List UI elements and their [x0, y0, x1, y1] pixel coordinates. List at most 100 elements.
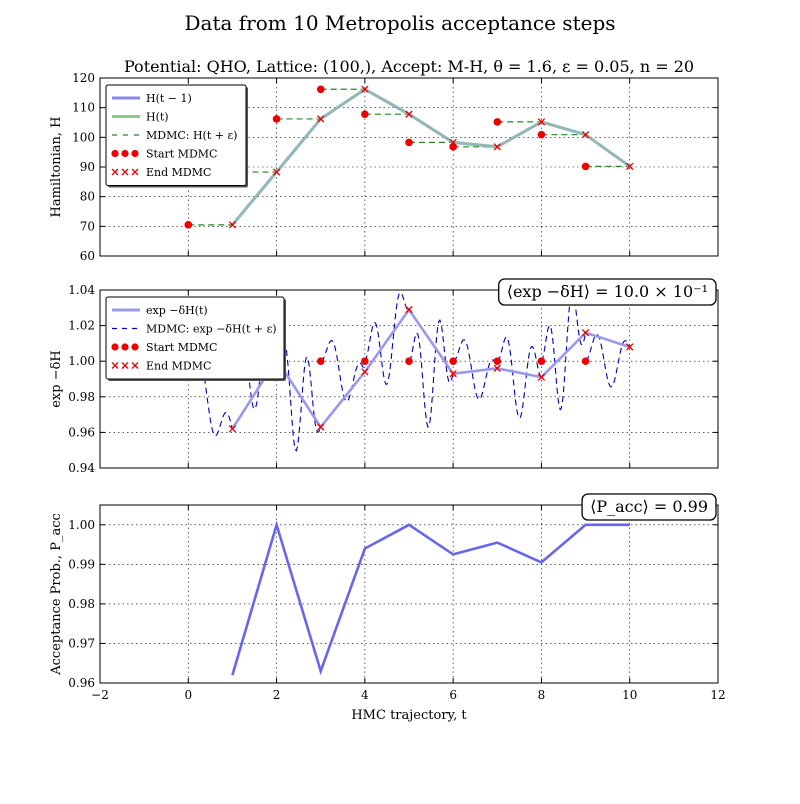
marker-start-mdmc — [493, 357, 502, 366]
marker-start-mdmc — [405, 357, 413, 366]
mdmc-trajectory — [585, 333, 631, 388]
line-p-acc — [231, 520, 630, 676]
mdmc-trajectory — [364, 291, 410, 385]
y-tick-label: 110 — [72, 101, 95, 115]
plot-frame — [99, 289, 719, 469]
marker-start-mdmc — [581, 357, 590, 366]
figure-suptitle: Data from 10 Metropolis acceptance steps — [184, 11, 615, 35]
marker-start-mdmc — [361, 110, 369, 118]
legend-label: MDMC: exp −δH(t + ε) — [146, 323, 277, 336]
x-tick-label: 6 — [449, 688, 457, 702]
y-tick-label: 70 — [80, 219, 95, 233]
plot-frame — [99, 504, 719, 684]
data-layer — [184, 290, 634, 452]
legend-label: End MDMC — [146, 360, 211, 373]
legend-box — [105, 84, 247, 186]
legend-label: End MDMC — [146, 166, 211, 179]
y-tick-label: 0.96 — [68, 676, 95, 690]
x-tick-label: 8 — [538, 688, 546, 702]
legend-swatch — [131, 362, 139, 369]
legend-box — [105, 296, 285, 380]
y-axis-label: exp −δH — [49, 350, 64, 408]
y-tick-label: 1.00 — [68, 354, 95, 368]
legend-label: exp −δH(t) — [146, 304, 208, 317]
x-tick-label: 4 — [361, 688, 369, 702]
marker-end-mdmc — [361, 368, 369, 376]
legend-swatch — [121, 343, 129, 351]
data-layer — [184, 85, 634, 229]
marker-end-mdmc — [405, 110, 413, 118]
y-axis-label: Acceptance Prob., P_acc — [49, 513, 64, 675]
y-tick-label: 1.04 — [68, 283, 95, 297]
legend-swatch — [111, 343, 119, 351]
marker-end-mdmc — [537, 373, 546, 381]
marker-start-mdmc — [272, 115, 281, 123]
legend-label: MDMC: H(t + ε) — [146, 129, 237, 142]
marker-end-mdmc — [449, 370, 457, 378]
line-exp-dh — [231, 307, 631, 430]
marker-end-mdmc — [317, 115, 325, 123]
subplot-3: −2 0 2 4 6 8 10 12 0.96 0.97 0.98 0.99 1.00 Acceptanc… — [49, 493, 726, 723]
mdmc-trajectory — [320, 339, 366, 403]
marker-end-mdmc — [449, 138, 457, 147]
marker-end-mdmc — [317, 423, 325, 431]
y-tick-label: 100 — [72, 130, 95, 144]
x-tick-label: 0 — [184, 688, 192, 702]
mdmc-trajectory — [408, 319, 454, 428]
legend: exp −δH(t) MDMC: exp −δH(t + ε) Start MDMC… — [105, 296, 286, 381]
marker-start-mdmc — [405, 138, 413, 147]
x-tick-label: 10 — [622, 688, 637, 702]
annotation: ⟨P_acc⟩ = 0.99 — [581, 493, 717, 521]
y-tick-label: 80 — [80, 190, 95, 204]
marker-end-mdmc — [537, 118, 546, 126]
marker-start-mdmc — [361, 357, 369, 366]
legend: H(t − 1) H(t) MDMC: H(t + ε) Start MDMC End … — [105, 84, 248, 188]
subplot-2: 0.94 0.96 0.98 1.00 1.02 1.04 exp −δH exp −δH(t… — [49, 278, 719, 475]
x-axis-label: HMC trajectory, t — [351, 708, 467, 723]
y-tick-label: 0.98 — [68, 390, 95, 404]
marker-start-mdmc — [316, 85, 325, 94]
legend-swatch — [131, 168, 139, 176]
subplot-title: Potential: QHO, Lattice: (100,), Accept:… — [124, 57, 694, 76]
marker-start-mdmc — [316, 357, 325, 366]
marker-end-mdmc — [228, 425, 237, 433]
marker-start-mdmc — [449, 357, 457, 366]
y-tick-label: 0.98 — [68, 597, 95, 611]
y-tick-label: 0.94 — [68, 461, 95, 475]
y-tick-label: 0.96 — [68, 425, 95, 439]
legend-swatch — [121, 362, 129, 369]
legend-swatch — [121, 149, 129, 158]
x-tick-label: −2 — [91, 688, 109, 702]
marker-end-mdmc — [405, 305, 413, 314]
line-h-curr — [231, 87, 631, 226]
data-layer — [231, 520, 630, 676]
legend-swatch — [131, 149, 139, 158]
y-axis-label: Hamiltonian, H — [49, 116, 64, 217]
y-tick-label: 1.02 — [68, 319, 95, 333]
y-tick-label: 120 — [72, 71, 95, 85]
y-tick-label: 0.99 — [68, 557, 95, 571]
line-h-prev — [231, 87, 631, 226]
marker-end-mdmc — [361, 85, 369, 93]
x-tick-label: 2 — [273, 688, 281, 702]
annotation-box — [498, 278, 717, 306]
mdmc-trajectory — [540, 290, 587, 411]
marker-start-mdmc — [493, 118, 502, 126]
marker-start-mdmc — [537, 130, 546, 139]
marker-end-mdmc — [626, 162, 634, 171]
annotation-text: ⟨P_acc⟩ = 0.99 — [590, 497, 708, 516]
marker-end-mdmc — [626, 343, 634, 351]
marker-end-mdmc — [581, 329, 590, 337]
marker-start-mdmc — [184, 221, 193, 229]
x-tick-label: 12 — [710, 688, 725, 702]
y-tick-label: 0.97 — [68, 636, 95, 650]
marker-end-mdmc — [493, 364, 501, 372]
legend-label: Start MDMC — [146, 341, 217, 354]
legend-label: H(t) — [146, 111, 169, 124]
y-tick-label: 1.00 — [68, 518, 95, 532]
subplot-1: 60 70 80 90 100 110 120 Hamiltonian, H Potential… — [49, 57, 719, 263]
legend-swatch — [111, 149, 119, 158]
y-tick-label: 60 — [80, 249, 95, 263]
